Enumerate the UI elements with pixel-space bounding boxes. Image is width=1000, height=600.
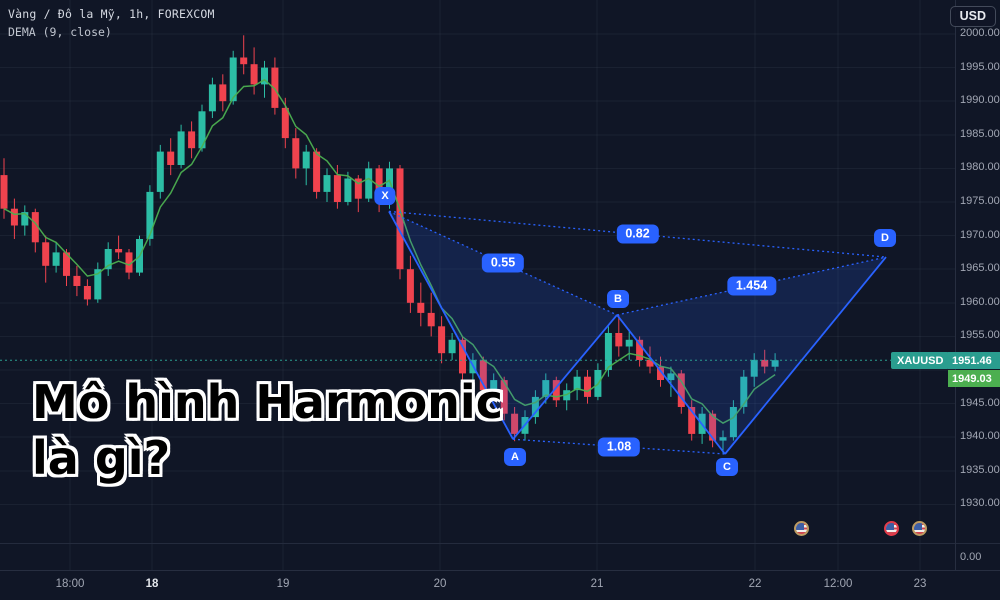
time-axis-tick: 23	[913, 578, 927, 590]
symbol-price-tag: XAUUSD	[891, 352, 950, 369]
price-axis-tick: 1960.00	[960, 295, 1000, 308]
grid-layer	[0, 0, 955, 570]
dema-value-label: 1949.03	[948, 370, 1000, 387]
harmonic-point-label-D[interactable]: D	[874, 229, 896, 247]
price-axis-tick: 1930.00	[960, 497, 1000, 510]
price-axis-tick: 2000.00	[960, 27, 1000, 39]
price-axis-tick: 1980.00	[960, 161, 1000, 174]
price-axis-tick: 1940.00	[960, 430, 1000, 443]
price-axis-tick: 1955.00	[960, 329, 1000, 342]
price-axis-tick: 1975.00	[960, 195, 1000, 207]
indicator-title[interactable]: DEMA (9, close)	[8, 25, 112, 39]
last-price-label: 1951.46	[948, 352, 1000, 369]
candlestick-chart-canvas[interactable]	[0, 0, 955, 570]
us-flag-event-flag-icon[interactable]	[911, 520, 927, 536]
title-overlay-line1: Mô hình Harmonic	[32, 375, 503, 429]
price-axis-tick: 1995.00	[960, 60, 1000, 73]
price-axis-zero-label: 0.00	[960, 551, 982, 563]
time-axis[interactable]: 18:00 18 19 20 21 22 12:00 23	[0, 570, 1000, 600]
dema-line	[3, 78, 776, 424]
symbol-title[interactable]: Vàng / Đô la Mỹ, 1h, FOREXCOM	[8, 7, 215, 21]
harmonic-point-label-A[interactable]: A	[504, 448, 526, 466]
currency-toggle-button[interactable]: USD	[949, 6, 996, 27]
harmonic-ratio-label-0.82[interactable]: 0.82	[616, 224, 659, 244]
harmonic-point-label-X[interactable]: X	[374, 187, 396, 205]
harmonic-ratio-label-1.454[interactable]: 1.454	[726, 276, 777, 296]
title-overlay: Mô hình Harmonic là gì?	[32, 374, 503, 486]
time-axis-tick: 18:00	[55, 578, 85, 590]
harmonic-point-label-C[interactable]: C	[716, 458, 738, 476]
harmonic-pattern[interactable]	[388, 210, 887, 455]
price-axis-tick: 1965.00	[960, 262, 1000, 275]
time-axis-tick: 19	[276, 578, 290, 590]
price-axis-tick: 1935.00	[960, 463, 1000, 476]
time-axis-tick: 21	[590, 578, 604, 590]
harmonic-ratio-label-1.08[interactable]: 1.08	[597, 437, 641, 457]
price-axis-tick: 1945.00	[960, 396, 1000, 409]
price-axis-tick: 1990.00	[960, 94, 1000, 107]
us-flag-event-flag-icon[interactable]	[793, 520, 809, 536]
time-axis-tick: 22	[748, 578, 762, 590]
pane-separator[interactable]	[0, 543, 1000, 544]
harmonic-ratio-label-0.55[interactable]: 0.55	[481, 253, 525, 273]
title-overlay-line2: là gì?	[32, 431, 171, 485]
harmonic-point-label-B[interactable]: B	[607, 290, 629, 308]
time-axis-tick: 12:00	[823, 578, 853, 590]
price-axis-tick: 1970.00	[960, 228, 1000, 241]
time-axis-tick: 20	[433, 578, 447, 590]
price-axis-tick: 1985.00	[960, 127, 1000, 140]
us-flag-event-flag-icon[interactable]	[883, 520, 899, 536]
chart-legend: Vàng / Đô la Mỹ, 1h, FOREXCOM DEMA (9, c…	[8, 7, 215, 39]
price-axis[interactable]: 0.00 2000.00 1995.00 1990.00 1985.00 1980.00…	[955, 0, 1000, 570]
time-axis-tick: 18	[145, 578, 159, 590]
